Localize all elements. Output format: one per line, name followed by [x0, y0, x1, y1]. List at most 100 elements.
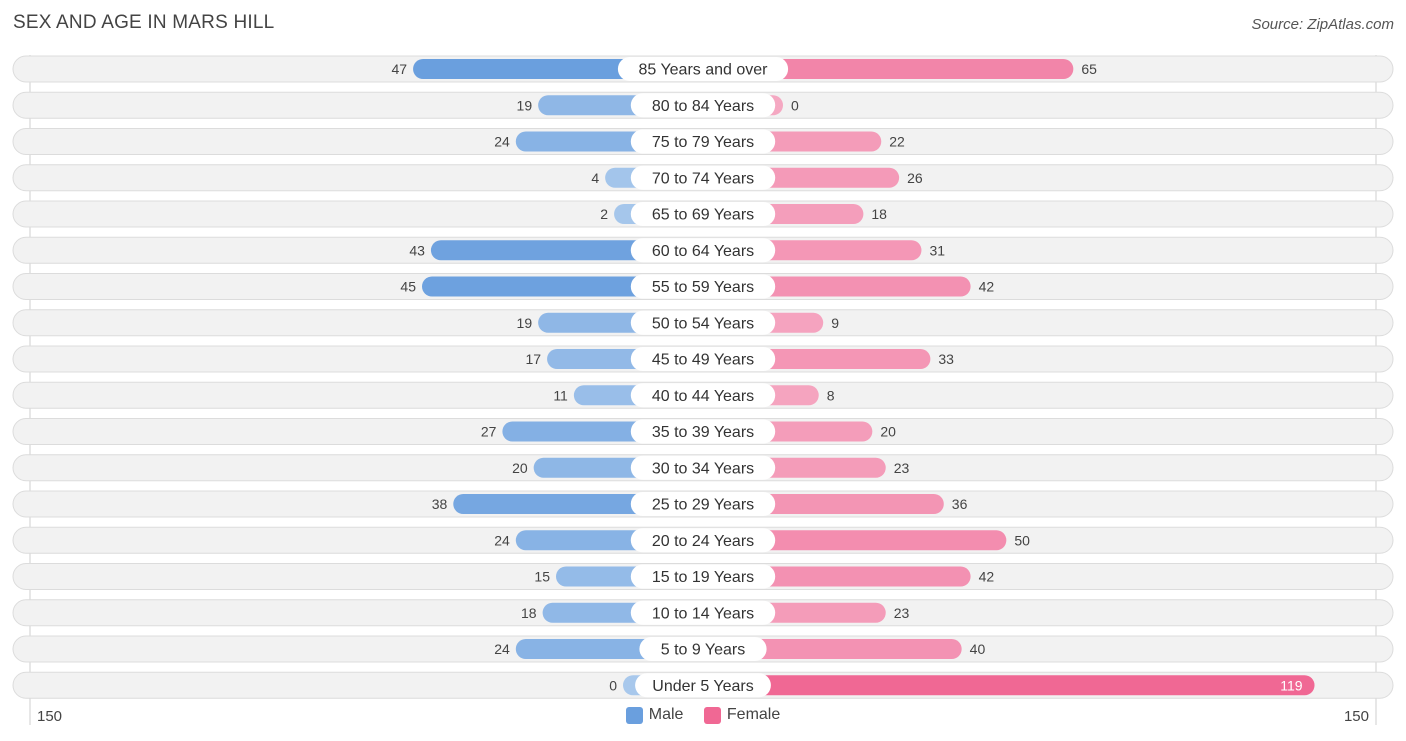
category-label: 70 to 74 Years	[652, 170, 754, 187]
category-pill	[630, 455, 776, 480]
chart-title: SEX AND AGE IN MARS HILL	[13, 12, 275, 33]
bar-row: 19 0 80 to 84 Years	[12, 91, 1394, 119]
category-pill	[630, 383, 776, 408]
bar-row: 27 20 35 to 39 Years	[12, 418, 1394, 445]
male-value-label: 0	[609, 677, 617, 693]
female-value-label: 33	[938, 351, 954, 367]
female-value-label: 40	[970, 641, 986, 657]
male-value-label: 11	[553, 387, 568, 403]
male-value-label: 27	[481, 424, 497, 440]
category-label: 5 to 9 Years	[661, 642, 746, 659]
category-label: 85 Years and over	[639, 62, 769, 79]
bar-row: 24 40 5 to 9 Years	[12, 635, 1394, 663]
female-value-label: 18	[871, 206, 887, 222]
bar-row: 38 36 25 to 29 Years	[12, 490, 1394, 518]
bar-row: 45 42 55 to 59 Years	[12, 273, 1394, 300]
male-value-label: 18	[521, 605, 537, 621]
source-label: Source: ZipAtlas.com	[1251, 16, 1394, 33]
legend: Male Female	[0, 706, 1406, 729]
bar-row: 15 42 15 to 19 Years	[12, 563, 1394, 590]
category-label: 25 to 29 Years	[652, 497, 754, 514]
axis-left-label: 150	[37, 708, 63, 725]
female-value-label: 42	[979, 569, 995, 585]
female-bar	[703, 530, 1007, 551]
male-value-label: 4	[591, 170, 599, 186]
male-value-label: 17	[525, 351, 541, 367]
category-pill	[630, 238, 776, 263]
female-value-label: 31	[929, 242, 945, 258]
male-value-label: 43	[409, 242, 425, 258]
female-value-label: 65	[1081, 61, 1097, 77]
female-value-label: 119	[1280, 677, 1303, 693]
bar-row: 24 22 75 to 79 Years	[12, 128, 1394, 155]
bar-row: 18 23 10 to 14 Years	[12, 599, 1394, 627]
category-pill	[630, 202, 776, 226]
female-value-label: 23	[894, 605, 910, 621]
bar-row: 2 18 65 to 69 Years	[12, 200, 1394, 228]
legend-item-female[interactable]: Female	[703, 706, 781, 724]
female-value-label: 9	[831, 315, 839, 331]
female-value-label: 42	[979, 279, 995, 295]
male-value-label: 24	[494, 641, 510, 657]
category-pill	[639, 637, 767, 661]
legend-swatch-female	[703, 706, 721, 724]
category-label: 50 to 54 Years	[652, 315, 754, 332]
female-value-label: 20	[880, 424, 896, 440]
female-value-label: 23	[894, 460, 910, 476]
category-label: 30 to 34 Years	[652, 460, 754, 477]
female-value-label: 50	[1014, 532, 1030, 548]
category-label: 40 to 44 Years	[652, 388, 754, 405]
legend-label-female: Female	[726, 706, 781, 723]
female-value-label: 0	[791, 97, 799, 113]
male-value-label: 15	[534, 569, 550, 585]
category-pill	[630, 93, 776, 118]
bar-row: 43 31 60 to 64 Years	[12, 236, 1394, 264]
bar-row: 0 119 Under 5 Years	[12, 671, 1394, 699]
category-label: 10 to 14 Years	[652, 605, 754, 622]
category-pill	[630, 492, 776, 516]
female-value-label: 26	[907, 170, 923, 186]
category-pill	[630, 165, 776, 190]
female-bar	[703, 59, 1074, 79]
category-label: 60 to 64 Years	[652, 243, 754, 260]
male-value-label: 24	[494, 134, 510, 150]
axis-right-label: 150	[1343, 708, 1369, 725]
category-label: 80 to 84 Years	[652, 98, 754, 115]
male-value-label: 2	[600, 206, 608, 222]
bar-row: 11 8 40 to 44 Years	[12, 381, 1394, 409]
female-value-label: 8	[827, 387, 835, 403]
female-bar	[703, 675, 1315, 696]
female-value-label: 36	[952, 496, 968, 512]
category-pill	[630, 274, 776, 299]
category-label: 65 to 69 Years	[652, 207, 754, 224]
male-value-label: 20	[512, 460, 528, 476]
category-label: 55 to 59 Years	[652, 279, 754, 296]
bar-row: 47 65 85 Years and over	[12, 55, 1394, 83]
male-value-label: 38	[432, 496, 448, 512]
bar-row: 4 26 70 to 74 Years	[12, 164, 1394, 192]
category-pill	[617, 57, 789, 81]
category-pill	[630, 528, 776, 553]
male-value-label: 45	[400, 279, 416, 295]
category-pill	[630, 310, 776, 335]
bar-row: 24 50 20 to 24 Years	[12, 526, 1394, 554]
male-value-label: 24	[494, 532, 510, 548]
category-label: 75 to 79 Years	[652, 134, 754, 151]
male-value-label: 19	[517, 97, 533, 113]
category-pill	[630, 564, 776, 589]
bar-row: 19 9 50 to 54 Years	[12, 309, 1394, 337]
category-label: 15 to 19 Years	[652, 569, 754, 586]
category-pill	[630, 129, 776, 154]
female-bar	[703, 639, 962, 659]
bar-row: 17 33 45 to 49 Years	[12, 345, 1394, 373]
bar-row: 20 23 30 to 34 Years	[12, 454, 1394, 482]
male-value-label: 19	[517, 315, 533, 331]
category-pill	[635, 673, 771, 698]
category-pill	[630, 600, 776, 625]
legend-swatch-male	[625, 706, 643, 724]
female-value-label: 22	[889, 134, 905, 150]
category-pill	[630, 419, 776, 444]
legend-item-male[interactable]: Male	[625, 706, 683, 724]
category-label: 20 to 24 Years	[652, 533, 754, 550]
